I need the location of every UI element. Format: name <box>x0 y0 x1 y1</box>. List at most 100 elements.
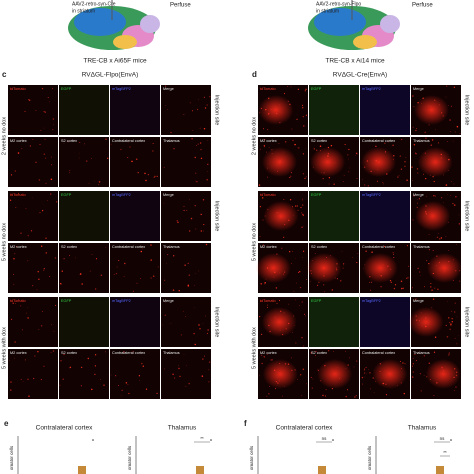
signal-dot <box>178 367 180 370</box>
signal-dot <box>320 380 322 382</box>
signal-dot <box>425 137 427 139</box>
signal-dot <box>20 232 22 234</box>
signal-dot <box>273 276 275 278</box>
signal-dot <box>271 359 273 361</box>
signal-dot <box>61 270 63 272</box>
signal-dot <box>291 128 293 130</box>
signal-dot <box>451 321 454 323</box>
signal-dot <box>384 142 386 144</box>
data-point <box>210 439 212 441</box>
signal-dot <box>294 258 296 260</box>
signal-dot <box>392 144 394 146</box>
signal-dot <box>445 184 448 186</box>
signal-dot <box>179 375 181 378</box>
signal-dot <box>200 148 202 151</box>
signal-dot <box>324 365 326 367</box>
signal-dot <box>284 141 287 143</box>
signal-dot <box>142 365 145 368</box>
signal-dot <box>454 269 457 272</box>
signal-dot <box>81 283 83 285</box>
signal-dot <box>183 209 185 212</box>
signal-dot <box>13 258 15 260</box>
signal-dot <box>95 258 98 260</box>
signal-dot <box>342 180 344 182</box>
signal-dot <box>295 299 296 301</box>
micrograph-tint <box>360 85 410 135</box>
micrograph <box>8 349 58 399</box>
signal-dot <box>43 365 45 368</box>
signal-dot <box>345 395 347 398</box>
signal-dot <box>163 166 165 168</box>
signal-dot <box>287 363 290 365</box>
signal-dot <box>415 129 417 132</box>
signal-dot <box>377 169 379 170</box>
signal-dot <box>270 109 272 111</box>
signal-dot <box>443 174 444 176</box>
signal-dot <box>291 206 294 208</box>
signal-dot <box>45 252 48 254</box>
signal-dot <box>187 284 190 287</box>
signal-dot <box>441 197 443 199</box>
signal-dot <box>305 88 307 91</box>
signal-dot <box>63 258 65 260</box>
signal-glow <box>362 253 398 283</box>
signal-dot <box>454 390 456 391</box>
signal-dot <box>153 177 155 178</box>
signal-dot <box>186 209 188 211</box>
signal-dot <box>69 172 71 174</box>
signal-dot <box>455 386 457 388</box>
region-label: Contralateral cortex <box>112 351 145 355</box>
channel-label: tdTomato <box>10 87 26 91</box>
signal-dot <box>312 378 314 380</box>
signal-dot <box>458 334 460 336</box>
signal-dot <box>321 171 323 173</box>
signal-dot <box>446 336 449 338</box>
signal-dot <box>275 380 278 383</box>
signal-dot <box>450 105 452 107</box>
signal-dot <box>385 383 387 385</box>
signal-dot <box>424 286 426 288</box>
y-axis-label: omator cells <box>9 445 14 470</box>
signal-dot <box>450 324 452 327</box>
signal-dot <box>203 127 206 130</box>
condition-label: 5 weeks no dox <box>251 223 257 261</box>
signal-dot <box>165 263 167 265</box>
signal-dot <box>15 245 17 248</box>
signal-dot <box>279 329 281 331</box>
signal-dot <box>357 253 359 255</box>
micrograph-tint <box>360 191 410 241</box>
signal-dot <box>121 389 123 391</box>
signal-dot <box>150 244 152 246</box>
micrograph <box>59 349 109 399</box>
signal-dot <box>105 138 107 140</box>
significance-label: ** <box>443 450 447 455</box>
signal-dot <box>208 381 210 383</box>
signal-dot <box>370 289 372 291</box>
signal-dot <box>47 97 49 99</box>
signal-dot <box>300 207 302 209</box>
signal-dot <box>274 271 276 274</box>
signal-dot <box>207 140 209 142</box>
signal-dot <box>189 199 190 201</box>
signal-dot <box>156 392 158 395</box>
signal-dot <box>120 395 122 397</box>
channel-label: mTagBFP2 <box>362 87 381 91</box>
signal-dot <box>423 173 425 175</box>
signal-dot <box>289 199 292 201</box>
signal-dot <box>297 209 299 211</box>
virus-label: AAV2-retro-syn-Flpo <box>316 1 361 7</box>
signal-glow <box>408 307 444 337</box>
signal-dot <box>441 366 443 369</box>
signal-dot <box>442 115 444 117</box>
signal-dot <box>260 300 262 302</box>
signal-dot <box>390 268 392 270</box>
signal-dot <box>67 141 69 143</box>
y-axis-label: omator cells <box>367 445 372 470</box>
signal-dot <box>27 317 29 319</box>
bar <box>196 466 204 474</box>
signal-dot <box>43 111 45 113</box>
signal-dot <box>429 174 431 176</box>
signal-dot <box>443 270 445 272</box>
signal-dot <box>356 178 358 179</box>
signal-dot <box>32 197 34 199</box>
